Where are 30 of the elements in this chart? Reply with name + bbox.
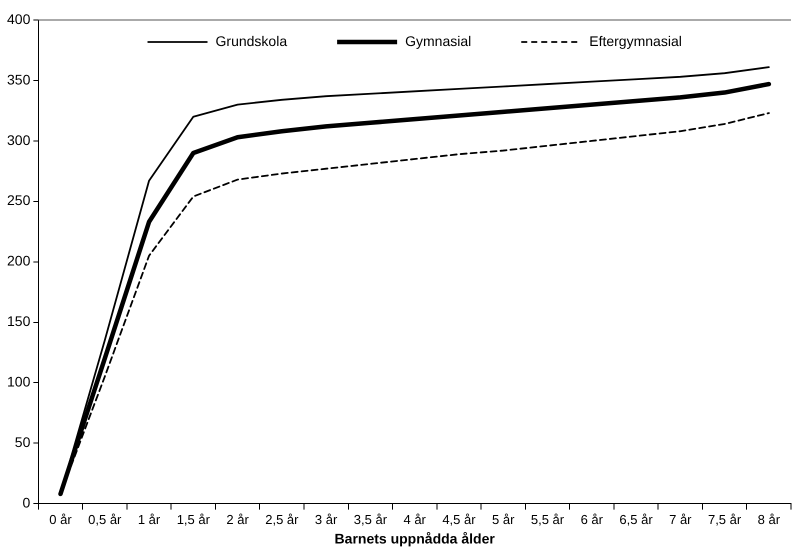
x-axis-title: Barnets uppnådda ålder (334, 530, 496, 546)
x-tick-label: 5,5 år (530, 512, 565, 527)
x-tick-label: 1,5 år (176, 512, 211, 527)
y-tick-label: 50 (14, 434, 31, 450)
legend-label: Eftergymnasial (589, 32, 682, 49)
y-tick-label: 250 (7, 192, 31, 208)
y-tick-label: 350 (7, 71, 31, 88)
x-tick-label: 5 år (492, 512, 516, 527)
x-tick-label: 0,5 år (88, 512, 122, 527)
y-tick-label: 0 (22, 494, 31, 510)
y-tick-label: 200 (7, 252, 31, 269)
x-tick-label: 4,5 år (442, 512, 476, 527)
x-tick-label: 2,5 år (265, 512, 300, 527)
x-tick-label: 3 år (314, 512, 338, 527)
x-tick-label: 0 år (49, 512, 72, 527)
x-tick-label: 6 år (580, 512, 604, 527)
x-tick-label: 6,5 år (619, 512, 654, 527)
legend-label: Gymnasial (405, 32, 472, 49)
y-tick-label: 100 (7, 374, 31, 390)
x-tick-label: 1 år (138, 512, 161, 527)
y-tick-label: 300 (7, 132, 31, 148)
x-tick-label: 8 år (758, 512, 781, 527)
legend-label: Grundskola (216, 32, 288, 49)
y-tick-label: 400 (7, 10, 31, 27)
x-tick-label: 7 år (669, 512, 692, 527)
x-tick-label: 4 år (403, 512, 427, 527)
x-tick-label: 3,5 år (354, 512, 388, 527)
x-tick-label: 7,5 år (708, 512, 742, 527)
y-tick-label: 150 (7, 313, 31, 330)
x-tick-label: 2 år (226, 512, 250, 527)
